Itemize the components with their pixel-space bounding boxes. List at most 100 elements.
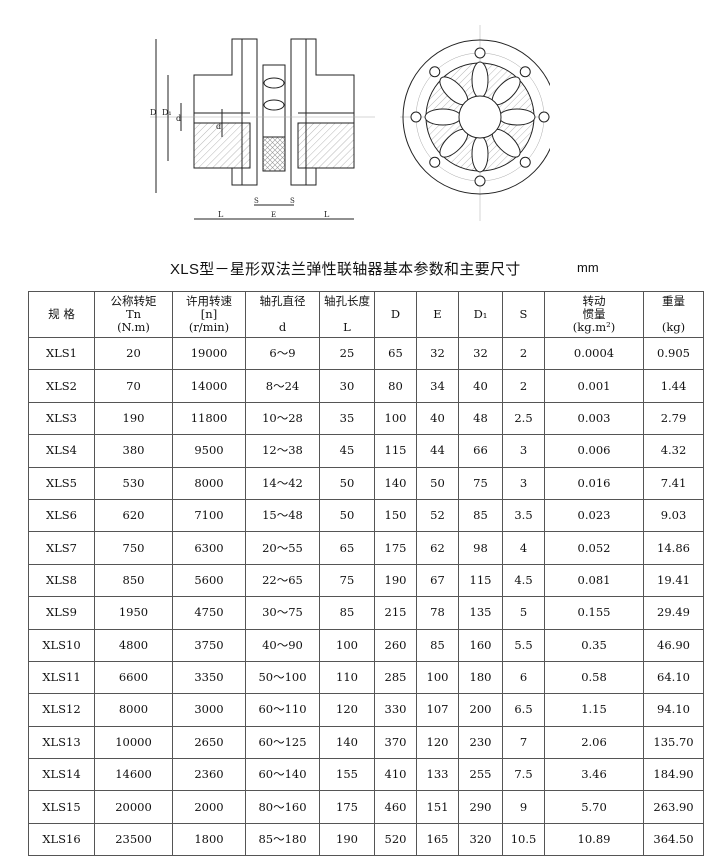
table-cell: 2000 <box>172 790 246 824</box>
table-row: XLS14 14600 2360 60～140 155 410 133 255 7.5 3.46 1… <box>28 758 704 792</box>
table-cell: XLS10 <box>28 628 95 662</box>
table-cell: 9.03 <box>643 498 704 533</box>
table-cell: 0.905 <box>643 336 704 371</box>
table-cell: 750 <box>94 531 173 565</box>
table-cell: 80～160 <box>245 790 320 824</box>
table-cell: 40 <box>458 369 503 403</box>
bolt-hole <box>474 175 486 187</box>
table-cell: XLS4 <box>28 434 95 468</box>
table-cell: 10000 <box>94 725 173 760</box>
table-row: XLS8 850 5600 22～65 75 190 67 115 4.5 0.081 19.41 <box>28 563 704 598</box>
table-cell: XLS3 <box>28 401 95 436</box>
table-cell: 8000 <box>172 466 246 500</box>
table-cell: 3 <box>502 466 545 500</box>
table-cell: 4.5 <box>502 563 545 598</box>
table-cell: 0.0004 <box>544 336 644 371</box>
table-cell: 75 <box>458 466 503 500</box>
bolt-hole <box>429 66 441 78</box>
table-row: XLS3 190 11800 10～28 35 100 40 48 2.5 0.003 2.79 <box>28 401 704 436</box>
table-cell: 2360 <box>172 758 246 792</box>
unit-label: mm <box>577 260 599 275</box>
table-cell: 230 <box>458 725 503 760</box>
column-header-line: D <box>390 307 401 321</box>
table-cell: 0.155 <box>544 596 644 630</box>
bolt-hole <box>474 47 486 59</box>
dim-label-L-right: L <box>324 210 330 219</box>
table-cell: XLS16 <box>28 822 95 857</box>
table-cell: 10.5 <box>502 822 545 857</box>
table-cell: 15～48 <box>245 498 320 533</box>
table-cell: 6 <box>502 660 545 695</box>
table-cell: 4 <box>502 531 545 565</box>
table-cell: 370 <box>374 725 417 760</box>
table-row: XLS9 1950 4750 30～75 85 215 78 135 5 0.155 29.49 <box>28 596 704 630</box>
table-cell: 40～90 <box>245 628 320 662</box>
dim-label-L-left: L <box>218 210 224 219</box>
column-header-line: (N.m) <box>117 320 150 334</box>
table-cell: 45 <box>319 434 375 468</box>
table-cell: 44 <box>416 434 459 468</box>
dim-label-E: E <box>271 211 276 219</box>
table-cell: 50～100 <box>245 660 320 695</box>
table-cell: 50 <box>319 466 375 500</box>
table-cell: XLS9 <box>28 596 95 630</box>
table-cell: 0.001 <box>544 369 644 403</box>
table-cell: 3350 <box>172 660 246 695</box>
table-cell: 2650 <box>172 725 246 760</box>
table-cell: 10～28 <box>245 401 320 436</box>
column-header-line: E <box>433 307 442 321</box>
table-cell: 100 <box>319 628 375 662</box>
table-row: XLS7 750 6300 20～55 65 175 62 98 4 0.052 14.86 <box>28 531 704 565</box>
column-header-line: 重量 <box>662 294 685 308</box>
table-cell: XLS12 <box>28 693 95 727</box>
table-cell: 150 <box>374 498 417 533</box>
column-header-line: (kg) <box>661 320 686 334</box>
table-cell: 380 <box>94 434 173 468</box>
table-cell: 8000 <box>94 693 173 727</box>
column-header-line: [n] <box>200 307 218 321</box>
spider-petal <box>424 108 462 126</box>
table-cell: 133 <box>416 758 459 792</box>
table-cell: 7100 <box>172 498 246 533</box>
table-cell: 10.89 <box>544 822 644 857</box>
table-cell: 175 <box>319 790 375 824</box>
table-cell: 52 <box>416 498 459 533</box>
table-cell: XLS13 <box>28 725 95 760</box>
table-cell: 4750 <box>172 596 246 630</box>
table-header-row: 规 格公称转矩 Tn (N.m) 许用转速 [n] (r/min) 轴孔直径 d 轴孔长度 L… <box>28 291 704 338</box>
column-header-line: 轴孔直径 <box>259 294 306 308</box>
table-cell: 67 <box>416 563 459 598</box>
column-header-line: 规 格 <box>48 307 75 321</box>
table-cell: 5.70 <box>544 790 644 824</box>
bolt-hole <box>410 111 422 123</box>
table-cell: 85 <box>458 498 503 533</box>
table-cell: 0.006 <box>544 434 644 468</box>
table-cell: 135 <box>458 596 503 630</box>
table-cell: XLS15 <box>28 790 95 824</box>
table-cell: XLS1 <box>28 336 95 371</box>
table-cell: 100 <box>374 401 417 436</box>
column-header-line: 公称转矩 <box>110 294 157 308</box>
table-cell: 14600 <box>94 758 173 792</box>
table-cell: 175 <box>374 531 417 565</box>
column-header: 重量 (kg) <box>643 291 704 338</box>
table-cell: 330 <box>374 693 417 727</box>
table-cell: 1.44 <box>643 369 704 403</box>
table-cell: 23500 <box>94 822 173 857</box>
table-cell: 255 <box>458 758 503 792</box>
table-cell: 66 <box>458 434 503 468</box>
column-header-line: 转动 <box>582 294 606 308</box>
table-cell: 32 <box>416 336 459 371</box>
table-cell: 100 <box>416 660 459 695</box>
table-cell: 60～140 <box>245 758 320 792</box>
table-cell: 520 <box>374 822 417 857</box>
table-cell: 20～55 <box>245 531 320 565</box>
table-cell: 7 <box>502 725 545 760</box>
table-cell: 34 <box>416 369 459 403</box>
table-cell: 48 <box>458 401 503 436</box>
bolt-hole <box>519 66 531 78</box>
dim-label-D1: D₁ <box>162 108 172 117</box>
table-cell: 20000 <box>94 790 173 824</box>
table-cell: 94.10 <box>643 693 704 727</box>
table-cell: 1800 <box>172 822 246 857</box>
